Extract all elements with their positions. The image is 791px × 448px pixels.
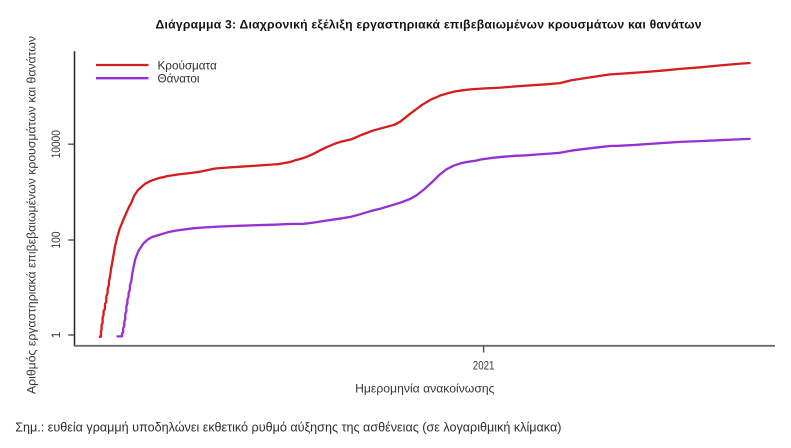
svg-text:1: 1	[49, 332, 63, 339]
svg-text:10000: 10000	[49, 130, 63, 158]
svg-text:Διάγραμμα 3: Διαχρονική εξέλιξ: Διάγραμμα 3: Διαχρονική εξέλιξη εργαστηρ…	[156, 18, 702, 32]
svg-text:Θάνατοι: Θάνατοι	[158, 73, 200, 86]
svg-text:100: 100	[49, 231, 63, 248]
svg-text:Κρούσματα: Κρούσματα	[158, 59, 217, 72]
svg-text:Ημερομηνία ανακοίνωσης: Ημερομηνία ανακοίνωσης	[355, 381, 495, 395]
svg-text:Σημ.: ευθεία γραμμή υποδηλώνει: Σημ.: ευθεία γραμμή υποδηλώνει εκθετικό …	[15, 421, 561, 435]
svg-text:2021: 2021	[473, 358, 495, 372]
svg-text:Αριθμός εργαστηριακά επιβεβαιω: Αριθμός εργαστηριακά επιβεβαιωμένων κρου…	[25, 36, 39, 394]
